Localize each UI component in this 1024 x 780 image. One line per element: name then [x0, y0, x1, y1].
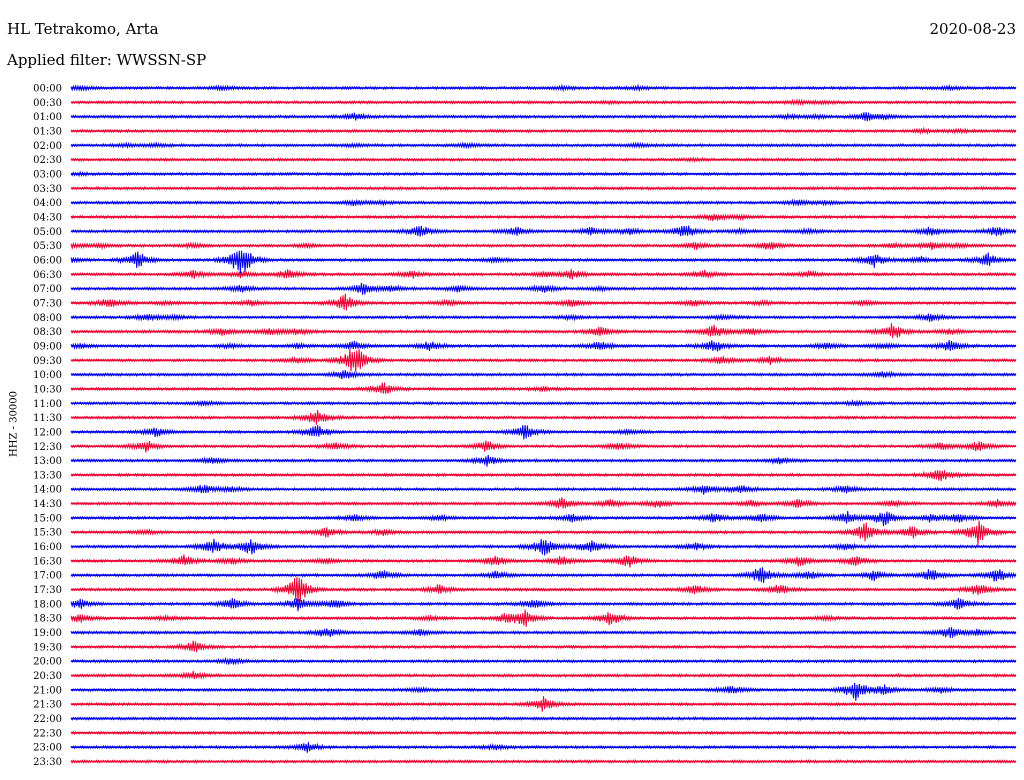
time-label: 14:30	[33, 499, 62, 510]
seismic-trace	[70, 382, 1017, 394]
time-label: 09:30	[33, 356, 62, 367]
time-label: 05:30	[33, 241, 62, 252]
time-label: 03:30	[33, 184, 62, 195]
time-label: 08:30	[33, 327, 62, 338]
time-label: 19:30	[33, 642, 62, 653]
time-label: 22:00	[33, 714, 62, 725]
time-label: 17:00	[33, 571, 62, 582]
time-label: 04:30	[33, 212, 62, 223]
time-label: 01:30	[33, 126, 62, 137]
time-label: 23:30	[33, 757, 62, 768]
time-label: 15:00	[33, 513, 62, 524]
time-label: 11:00	[33, 399, 62, 410]
seismic-trace	[70, 293, 1017, 311]
time-label: 16:30	[33, 556, 62, 567]
time-label: 18:30	[33, 614, 62, 625]
time-label: 13:30	[33, 470, 62, 481]
time-label: 23:00	[33, 743, 62, 754]
time-label: 12:00	[33, 427, 62, 438]
time-label: 01:00	[33, 112, 62, 123]
filter-label: Applied filter: WWSSN-SP	[7, 51, 207, 69]
record-date: 2020-08-23	[929, 20, 1016, 38]
time-label: 07:30	[33, 298, 62, 309]
time-label: 18:00	[33, 599, 62, 610]
time-label: 14:00	[33, 485, 62, 496]
time-label: 22:30	[33, 728, 62, 739]
time-label: 06:00	[33, 255, 62, 266]
time-label: 15:30	[33, 528, 62, 539]
time-label: 10:00	[33, 370, 62, 381]
time-label: 19:00	[33, 628, 62, 639]
time-label: 02:00	[33, 141, 62, 152]
time-label: 00:30	[33, 98, 62, 109]
time-label: 02:30	[33, 155, 62, 166]
time-label: 17:30	[33, 585, 62, 596]
time-label: 00:00	[33, 84, 62, 95]
time-label: 20:30	[33, 671, 62, 682]
time-label: 05:00	[33, 227, 62, 238]
time-label: 12:30	[33, 442, 62, 453]
time-label: 08:00	[33, 313, 62, 324]
time-label: 20:00	[33, 657, 62, 668]
time-label: 21:30	[33, 700, 62, 711]
time-label: 21:00	[33, 685, 62, 696]
seismic-trace	[70, 323, 1017, 339]
time-label: 09:00	[33, 341, 62, 352]
time-label: 06:30	[33, 270, 62, 281]
time-label: 04:00	[33, 198, 62, 209]
time-label: 13:00	[33, 456, 62, 467]
time-label: 07:00	[33, 284, 62, 295]
time-label: 03:00	[33, 169, 62, 180]
time-label: 10:30	[33, 384, 62, 395]
time-label: 11:30	[33, 413, 62, 424]
seismic-trace	[70, 250, 1017, 274]
time-label: 16:00	[33, 542, 62, 553]
station-title: HL Tetrakomo, Arta	[7, 20, 159, 38]
